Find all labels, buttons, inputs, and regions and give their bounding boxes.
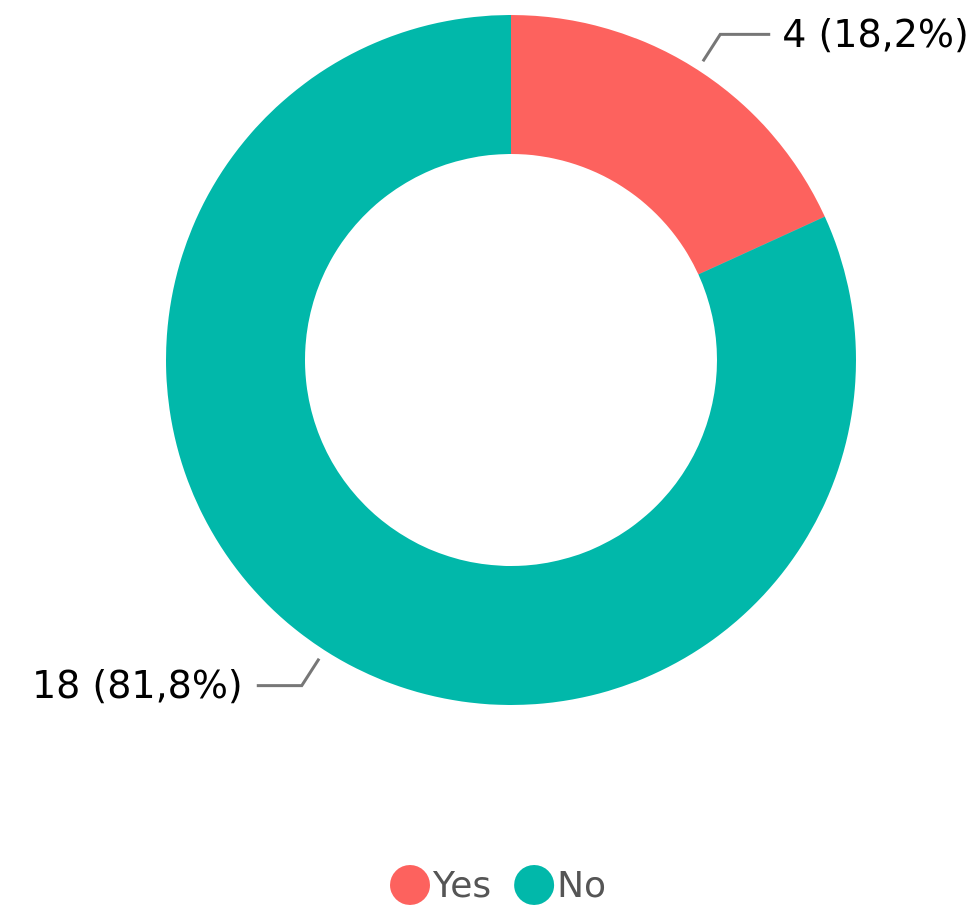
data-label: 4 (18,2%): [782, 12, 969, 56]
legend-swatch: [390, 865, 430, 905]
legend-label: Yes: [432, 865, 491, 906]
donut-slice: [166, 15, 857, 705]
leader-line: [256, 657, 321, 688]
donut-slice: [511, 15, 825, 275]
leader-line: [701, 32, 771, 63]
legend-label: No: [557, 865, 606, 906]
data-label: 18 (81,8%): [32, 663, 243, 707]
legend-swatch: [514, 865, 555, 905]
